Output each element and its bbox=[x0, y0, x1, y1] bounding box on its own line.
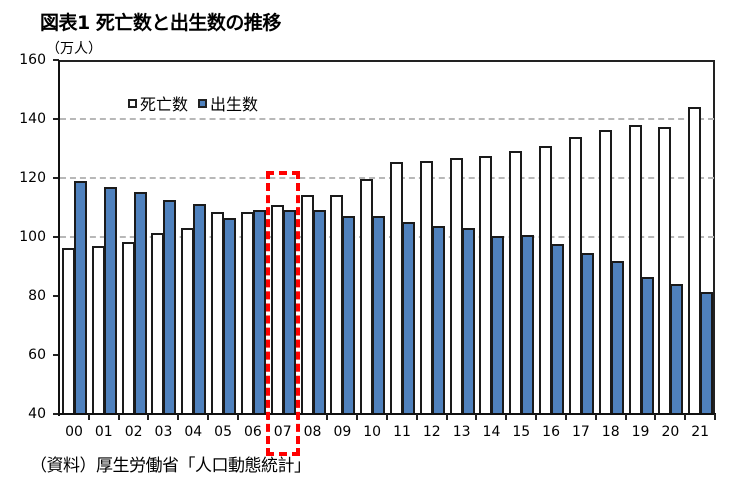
births-bar-00 bbox=[74, 180, 87, 414]
gridline bbox=[60, 236, 714, 238]
x-tick-label: 04 bbox=[184, 424, 203, 440]
deaths-bar-19 bbox=[628, 124, 642, 414]
x-tick-mark bbox=[87, 414, 90, 420]
x-tick-mark bbox=[594, 414, 597, 420]
y-axis-unit-label: （万人） bbox=[46, 41, 102, 57]
births-bar-05 bbox=[223, 218, 237, 414]
births-bar-16 bbox=[551, 243, 565, 414]
x-tick-label: 10 bbox=[363, 424, 382, 440]
births-bar-06 bbox=[252, 209, 266, 414]
source-note: （資料）厚生労働省「人口動態統計」 bbox=[30, 456, 311, 476]
births-bar-19 bbox=[640, 276, 654, 414]
y-tick-mark bbox=[53, 118, 59, 120]
x-tick-label: 21 bbox=[691, 424, 710, 440]
x-tick-mark bbox=[445, 414, 448, 420]
x-tick-label: 09 bbox=[333, 424, 352, 440]
x-tick-label: 11 bbox=[393, 424, 411, 440]
x-tick-label: 14 bbox=[482, 424, 501, 440]
y-tick-label: 40 bbox=[28, 406, 46, 422]
births-bar-03 bbox=[163, 200, 177, 414]
gridline bbox=[60, 177, 714, 179]
highlight-box-2007 bbox=[266, 171, 300, 456]
y-axis-line bbox=[58, 60, 60, 416]
x-tick-mark bbox=[415, 414, 418, 420]
x-tick-mark bbox=[535, 414, 538, 420]
x-tick-mark bbox=[564, 414, 567, 420]
x-tick-label: 19 bbox=[631, 424, 650, 440]
x-tick-label: 02 bbox=[124, 424, 143, 440]
x-tick-mark bbox=[356, 414, 359, 420]
births-bar-01 bbox=[103, 186, 117, 414]
x-tick-label: 12 bbox=[422, 424, 441, 440]
x-tick-label: 08 bbox=[303, 424, 322, 440]
x-tick-label: 05 bbox=[214, 424, 232, 440]
x-tick-label: 16 bbox=[542, 424, 560, 440]
y-tick-label: 120 bbox=[19, 170, 46, 186]
legend: 死亡数 出生数 bbox=[128, 91, 258, 115]
births-bar-20 bbox=[670, 283, 684, 414]
x-tick-label: 00 bbox=[65, 424, 83, 440]
births-bar-09 bbox=[342, 216, 356, 414]
births-bar-11 bbox=[402, 221, 415, 414]
chart-title: 図表1 死亡数と出生数の推移 bbox=[40, 12, 281, 34]
x-tick-mark bbox=[714, 414, 716, 420]
x-tick-label: 20 bbox=[661, 424, 680, 440]
x-tick-mark bbox=[207, 414, 210, 420]
births-bar-13 bbox=[461, 228, 475, 414]
x-tick-label: 03 bbox=[154, 424, 173, 440]
y-tick-mark bbox=[53, 236, 59, 238]
x-tick-label: 18 bbox=[601, 424, 620, 440]
y-tick-label: 140 bbox=[19, 111, 46, 127]
x-tick-label: 01 bbox=[94, 424, 113, 440]
x-tick-mark bbox=[117, 414, 120, 420]
births-bar-07 bbox=[282, 210, 296, 414]
x-tick-mark bbox=[475, 414, 478, 420]
births-bar-14 bbox=[491, 235, 505, 414]
x-tick-label: 07 bbox=[273, 424, 292, 440]
births-bar-02 bbox=[133, 191, 147, 414]
deaths-bar-20 bbox=[658, 126, 672, 414]
deaths-bar-21 bbox=[688, 107, 702, 414]
x-tick-label: 15 bbox=[512, 424, 531, 440]
x-tick-mark bbox=[624, 414, 627, 420]
legend-deaths-label: 死亡数 bbox=[140, 95, 189, 114]
y-tick-mark bbox=[53, 59, 59, 61]
x-tick-label: 13 bbox=[452, 424, 471, 440]
births-bar-17 bbox=[580, 252, 594, 414]
y-tick-mark bbox=[53, 354, 59, 356]
x-tick-mark bbox=[505, 414, 508, 420]
x-tick-mark bbox=[177, 414, 180, 420]
births-bar-08 bbox=[312, 210, 326, 414]
legend-births-label: 出生数 bbox=[210, 95, 259, 114]
births-bar-12 bbox=[431, 226, 445, 414]
x-tick-mark bbox=[386, 414, 388, 420]
x-tick-mark bbox=[684, 414, 687, 420]
legend-births-swatch-icon bbox=[198, 98, 208, 108]
x-tick-label: 06 bbox=[243, 424, 262, 440]
y-tick-mark bbox=[53, 295, 59, 297]
births-bar-10 bbox=[372, 216, 386, 414]
y-tick-label: 160 bbox=[19, 52, 46, 68]
x-tick-mark bbox=[654, 414, 657, 420]
births-bar-18 bbox=[610, 261, 624, 414]
gridline bbox=[60, 118, 714, 120]
x-tick-mark bbox=[326, 414, 329, 420]
y-tick-mark bbox=[53, 177, 59, 179]
y-tick-label: 100 bbox=[19, 229, 46, 245]
births-bar-04 bbox=[193, 204, 207, 414]
x-tick-mark bbox=[236, 414, 239, 420]
legend-deaths-swatch-icon bbox=[128, 98, 137, 108]
plot-area bbox=[59, 60, 715, 414]
births-bar-21 bbox=[700, 292, 714, 414]
x-tick-mark bbox=[147, 414, 150, 420]
y-tick-label: 80 bbox=[28, 288, 46, 304]
births-bar-15 bbox=[521, 235, 535, 414]
x-tick-label: 17 bbox=[571, 424, 590, 440]
y-tick-label: 60 bbox=[28, 347, 46, 363]
y-tick-mark bbox=[53, 413, 59, 415]
